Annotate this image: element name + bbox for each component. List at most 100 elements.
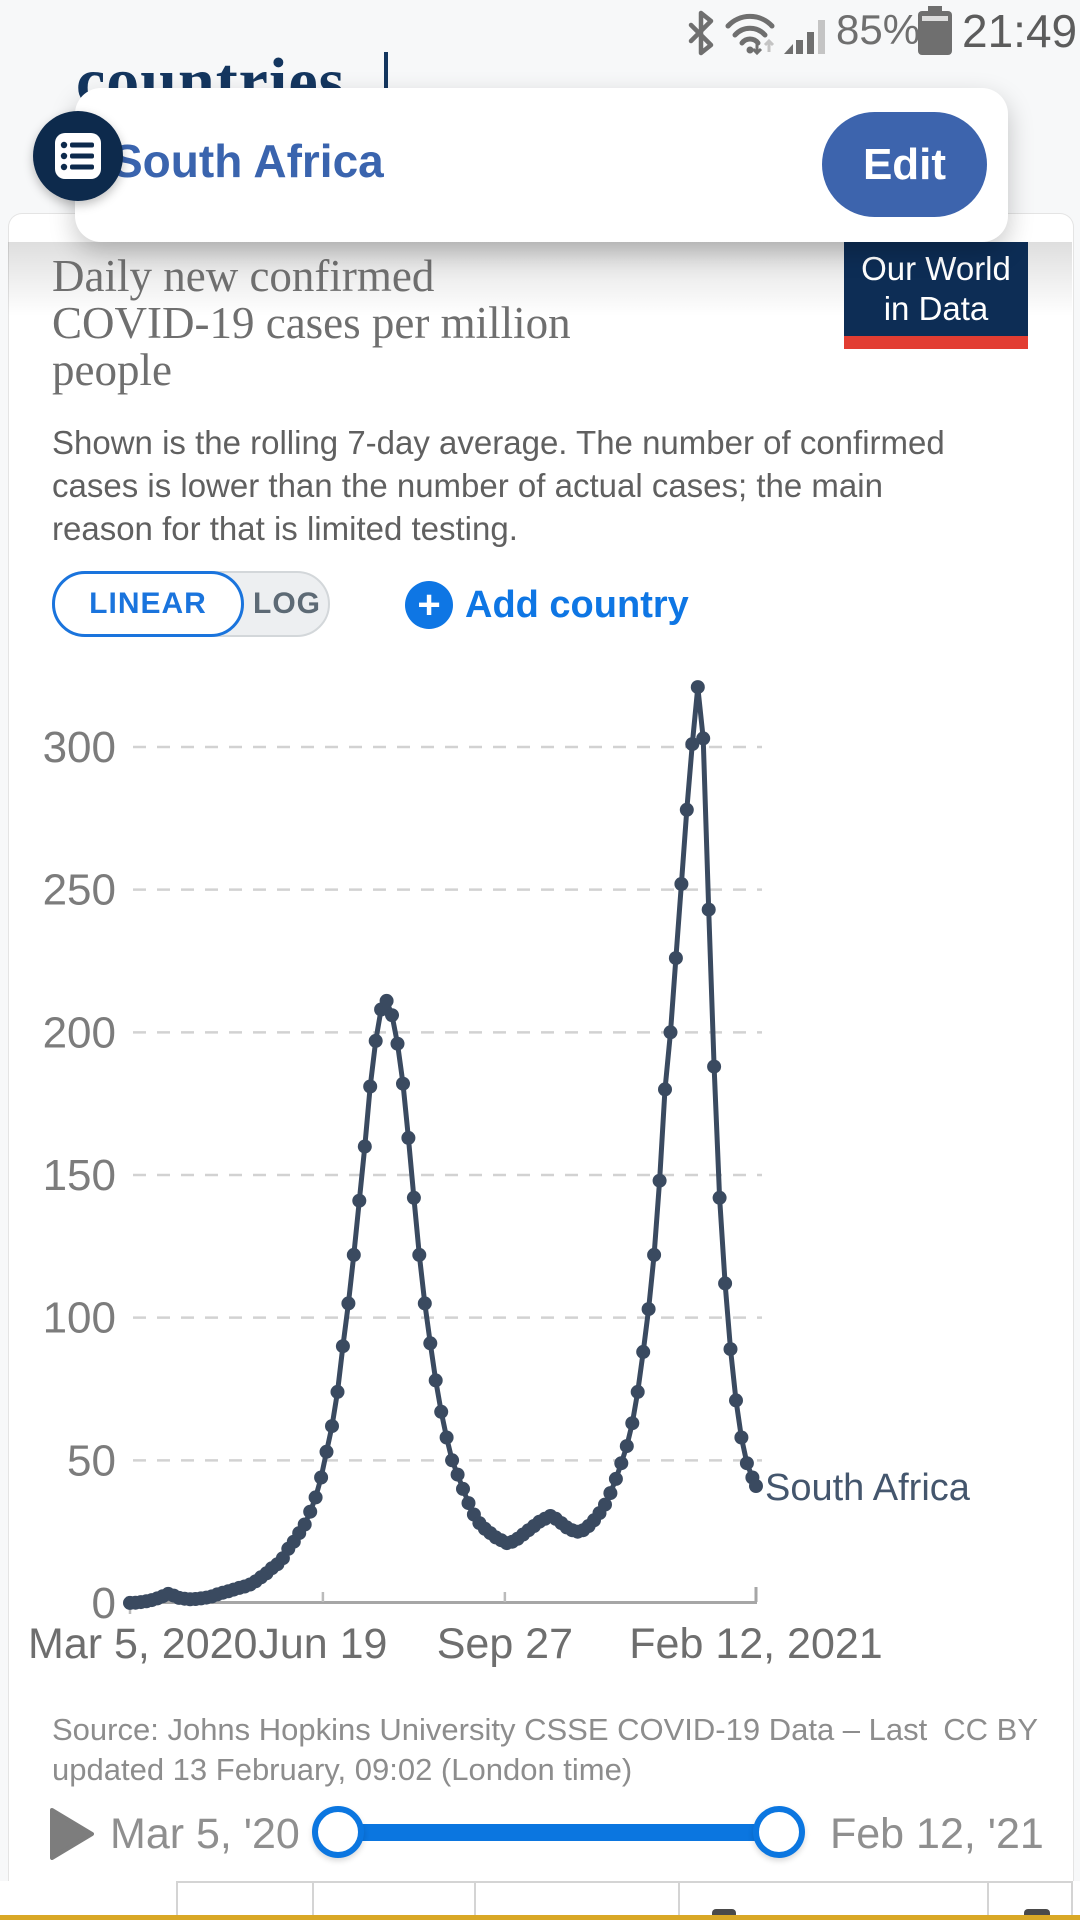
status-bar: 85% 21:49 [0,0,1080,58]
y-tick-label: 200 [43,1008,116,1057]
series-point [319,1444,334,1459]
series-point [314,1470,329,1485]
play-button[interactable] [50,1808,94,1860]
clock-time: 21:49 [962,5,1078,57]
series-point [417,1296,432,1311]
series-point [434,1404,449,1419]
series-point [412,1247,427,1262]
series-point [439,1430,454,1445]
series-point [619,1439,634,1454]
series-point [445,1453,460,1468]
battery-percent: 85% [836,6,921,53]
y-tick-label: 150 [43,1151,116,1200]
chart-card [8,213,1074,1920]
series-point [690,680,705,695]
y-tick-label: 0 [92,1579,116,1628]
series-point [352,1193,367,1208]
timeline-end-handle[interactable] [753,1806,805,1858]
x-tick-label: Sep 27 [437,1620,573,1668]
chart-subtitle-line: reason for that is limited testing. [52,510,518,547]
series-point [663,1025,678,1040]
series-point [679,802,694,817]
series-point [630,1384,645,1399]
x-tick-label: Mar 5, 2020 [28,1620,257,1668]
y-tick-label: 50 [67,1436,116,1485]
owid-logo-navy: Our World in Data [844,242,1028,336]
log-scale-button[interactable]: LOG [253,587,321,620]
wifi-icon [725,13,775,56]
series-point [734,1430,749,1445]
series-point [647,1247,662,1262]
series-line [129,684,759,1606]
series-point [461,1496,476,1511]
series-point [608,1471,623,1486]
edit-button[interactable]: Edit [822,112,987,217]
series-point [325,1419,339,1434]
series-point [450,1467,465,1482]
source-text-line: Source: Johns Hopkins University CSSE CO… [52,1712,928,1747]
table-divider [176,1881,178,1920]
series-point [363,1079,378,1094]
series-point [674,877,689,891]
owid-logo-redbar [844,336,1028,349]
series-point [368,1033,383,1048]
series-point [636,1344,651,1359]
timeline-track[interactable] [338,1824,779,1841]
chart-subtitle-line: cases is lower than the number of actual… [52,467,883,504]
series-point [614,1456,629,1471]
linear-scale-button[interactable]: LINEAR [52,571,244,637]
list-menu-icon [55,133,101,179]
y-tick-label: 250 [43,866,116,915]
x-tick-label: Jun 19 [258,1620,387,1668]
series-point [401,1130,416,1145]
series-point [379,993,394,1008]
owid-logo: Our World in Data [844,242,1028,349]
x-tick-label: Feb 12, 2021 [629,1620,882,1668]
series-point [625,1416,640,1431]
clipped-text-glyph [1024,1909,1050,1917]
overlay-country-title: South Africa [112,135,384,187]
series-point [696,731,711,746]
series-point [390,1036,405,1051]
chart-title-line: Daily new confirmed [52,251,435,301]
chart-title-line: COVID-19 cases per million [52,298,571,348]
series-point [701,902,716,917]
series-point [652,1173,667,1188]
table-divider [312,1881,314,1920]
table-strip-border [176,1881,1073,1883]
table-strip[interactable] [0,1881,1080,1920]
owid-logo-line2: in Data [883,290,989,327]
series-point [330,1384,345,1399]
timeline-start-handle[interactable] [312,1806,364,1858]
series-point [428,1373,443,1388]
series-point [712,1190,727,1205]
table-divider [474,1881,476,1920]
series-point [341,1296,356,1311]
series-point [396,1076,410,1091]
chart-subtitle-line: Shown is the rolling 7-day average. The … [52,424,945,461]
series-point [723,1342,738,1357]
add-country-button[interactable]: + Add country [405,580,689,630]
timeline-end-label: Feb 12, '21 [830,1810,1044,1858]
gold-rule [0,1915,1080,1920]
series-point [739,1456,754,1471]
series-point [641,1302,656,1317]
series-point [729,1393,743,1408]
y-tick-label: 300 [43,723,116,772]
series-point [718,1276,733,1291]
series-point [303,1504,318,1519]
table-divider [987,1881,989,1920]
series-point [749,1479,763,1493]
series-point [707,1059,722,1074]
menu-button[interactable] [33,111,123,201]
source-text-line: updated 13 February, 09:02 (London time) [52,1752,633,1787]
series-point [406,1190,421,1205]
series-point [297,1517,312,1532]
table-divider [678,1881,680,1920]
license-link[interactable]: CC BY [943,1712,1038,1747]
battery-icon [918,6,952,55]
bluetooth-icon [688,10,714,56]
series-label: South Africa [765,1467,970,1509]
